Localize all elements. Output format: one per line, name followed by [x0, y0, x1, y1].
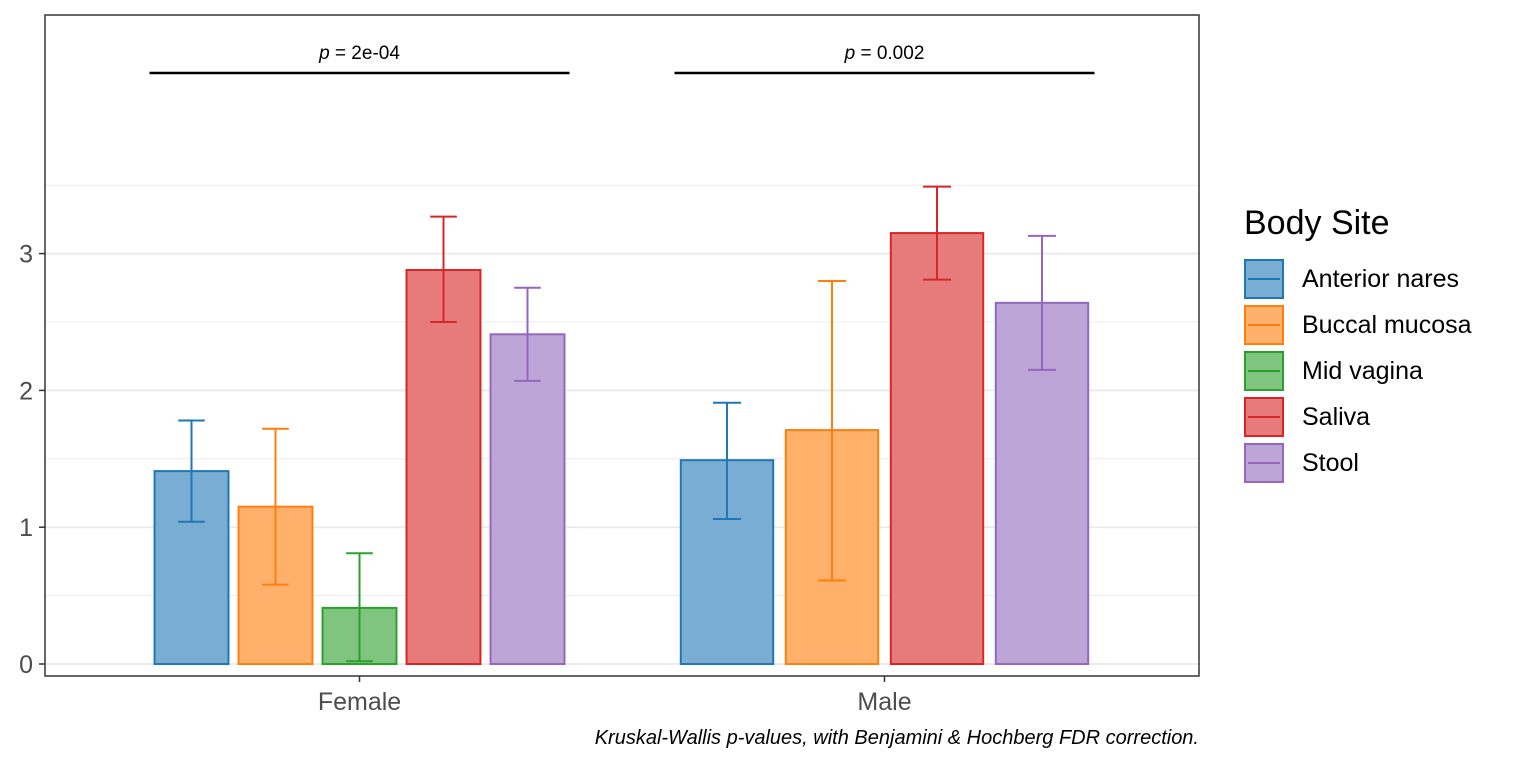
legend-label: Saliva: [1302, 402, 1371, 431]
y-tick-label: 3: [19, 241, 33, 269]
x-tick-label: Female: [318, 688, 401, 716]
error-bar-saliva-female: [430, 215, 457, 323]
p-value-label-male: p = 0.002: [844, 43, 925, 64]
legend-item: Anterior nares: [1244, 256, 1472, 302]
legend-key: [1244, 397, 1284, 437]
legend-item: Stool: [1244, 440, 1472, 486]
error-bar-buccal-mucosa-male: [818, 279, 846, 582]
legend-key: [1244, 443, 1284, 483]
legend-key: [1244, 351, 1284, 391]
error-bar-anterior-nares-female: [178, 419, 205, 523]
error-bar-mid-vagina-female: [346, 552, 373, 663]
p-value-label-female: p = 2e-04: [318, 43, 400, 64]
y-tick-label: 1: [19, 514, 33, 542]
legend: Anterior nares Buccal mucosa Mid vagina Sal…: [1244, 256, 1472, 486]
bar-saliva-female: [405, 269, 482, 665]
bar-stool-female: [489, 333, 566, 665]
legend-title: Body Site: [1244, 204, 1390, 242]
error-bar-anterior-nares-male: [713, 401, 741, 520]
error-bar-stool-male: [1028, 234, 1056, 371]
bar-saliva-male: [889, 232, 985, 666]
y-tick-label: 0: [19, 651, 33, 679]
legend-key-line: [1248, 416, 1280, 418]
y-tick-label: 2: [19, 377, 33, 405]
legend-key-line: [1248, 278, 1280, 280]
error-bar-buccal-mucosa-female: [262, 427, 289, 586]
chart-caption: Kruskal-Wallis p-values, with Benjamini …: [594, 727, 1199, 749]
legend-item: Mid vagina: [1244, 348, 1472, 394]
legend-key: [1244, 259, 1284, 299]
legend-label: Buccal mucosa: [1302, 310, 1472, 339]
legend-label: Anterior nares: [1302, 264, 1460, 293]
legend-item: Buccal mucosa: [1244, 302, 1472, 348]
legend-key: [1244, 305, 1284, 345]
error-bar-stool-female: [514, 286, 541, 382]
legend-key-line: [1248, 324, 1280, 326]
legend-key-line: [1248, 370, 1280, 372]
legend-label: Mid vagina: [1302, 356, 1423, 385]
legend-key-line: [1248, 462, 1280, 464]
plot-border: [44, 14, 1200, 677]
error-bar-saliva-male: [923, 185, 951, 281]
x-tick-label: Male: [857, 688, 911, 716]
legend-label: Stool: [1302, 448, 1359, 477]
legend-item: Saliva: [1244, 394, 1472, 440]
